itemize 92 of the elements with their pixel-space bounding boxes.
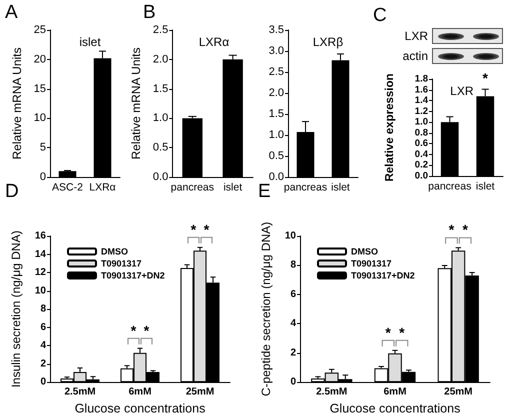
y-tick-label: 16	[34, 230, 46, 242]
x-axis-title: Glucose concentrations	[74, 402, 206, 416]
y-tick-label: 10	[34, 112, 46, 124]
legend-label: T0901317	[351, 258, 392, 268]
y-tick-label: 14	[34, 248, 46, 260]
x-tick-label: pancreas	[284, 182, 328, 194]
y-tick-label: 0	[290, 376, 296, 388]
y-tick-label: 0.5	[152, 142, 168, 154]
x-tick-label: 2.5mM	[316, 386, 348, 398]
x-tick-label: islet	[331, 182, 350, 194]
x-tick-label: islet	[223, 182, 242, 194]
y-tick-label: 1.5	[152, 82, 168, 95]
y-tick-label: 1.8	[414, 74, 428, 84]
y-tick-label: 6	[290, 288, 296, 300]
annotation: *	[448, 222, 455, 238]
legend-label: DMSO	[101, 246, 128, 256]
text: C	[373, 5, 387, 26]
text: D	[5, 181, 19, 202]
y-axis-title: C-peptide secretion (ng/μg DNA)	[259, 222, 273, 396]
y-tick-label: 0	[40, 171, 46, 183]
y-tick-label: 8	[40, 304, 46, 315]
x-tick-label: 6mM	[384, 386, 406, 398]
x-tick-label: islet	[476, 180, 495, 192]
y-tick-label: 10	[34, 285, 46, 296]
y-tick-label: 10	[284, 230, 296, 242]
y-tick-label: 2.0	[152, 53, 168, 66]
annotation: *	[144, 322, 150, 338]
annotation: *	[190, 221, 197, 238]
y-tick-label: 6	[40, 322, 46, 333]
y-axis-title: Relative mRNA Units	[129, 47, 143, 160]
y-tick-label: 0.8	[414, 127, 428, 138]
y-tick-label: 0.0	[414, 170, 428, 182]
annotation: *	[399, 324, 406, 340]
chart-title: islet	[79, 35, 102, 49]
annotation: *	[385, 324, 392, 340]
y-tick-label: 2	[290, 347, 296, 358]
y-tick-label: 1.0	[268, 129, 284, 141]
text: E	[258, 181, 271, 202]
text: A	[5, 2, 18, 23]
y-tick-label: 5	[40, 142, 46, 154]
y-tick-label: 2.5	[268, 66, 284, 78]
x-tick-label: 6mM	[128, 386, 152, 398]
text: actin	[402, 48, 428, 64]
y-tick-label: 1.0	[152, 112, 168, 124]
y-tick-label: 25	[34, 24, 46, 36]
x-tick-label: 25mM	[186, 386, 214, 398]
annotation: *	[204, 221, 210, 238]
x-tick-label: 2.5mM	[64, 386, 96, 398]
x-tick-label: ASC-2	[52, 182, 84, 194]
y-tick-label: 8	[290, 260, 296, 271]
y-tick-label: 4	[290, 318, 296, 330]
annotation: *	[462, 222, 468, 238]
x-tick-label: pancreas	[170, 182, 214, 194]
y-tick-label: 0.0	[268, 171, 284, 183]
chart-title: LXRα	[198, 35, 230, 49]
chart-title: LXRβ	[312, 35, 344, 49]
text: B	[143, 2, 156, 23]
annotation: *	[130, 322, 137, 338]
y-tick-label: 3.0	[268, 45, 284, 57]
y-tick-label: 0	[40, 376, 46, 388]
y-tick-label: 1.5	[268, 108, 284, 120]
x-tick-label: 25mM	[444, 386, 473, 398]
y-tick-label: 0.2	[414, 160, 428, 171]
legend-label: T0901317+DN2	[351, 270, 415, 280]
y-tick-label: 1.6	[414, 84, 428, 96]
y-tick-label: 12	[34, 267, 46, 278]
y-tick-label: 0.6	[414, 138, 428, 150]
y-tick-label: 1.2	[414, 106, 428, 117]
y-tick-label: 2.0	[268, 87, 284, 99]
y-tick-label: 2	[40, 358, 46, 370]
y-tick-label: 15	[34, 82, 46, 95]
y-tick-label: 2.5	[152, 24, 168, 36]
y-axis-title: Relative expression	[384, 73, 396, 182]
y-tick-label: 20	[34, 53, 46, 66]
y-tick-label: 4	[40, 340, 46, 352]
x-axis-title: Glucose concentrations	[330, 402, 460, 416]
y-axis-title: Insulin secretion (ng/μg DNA)	[9, 230, 23, 388]
y-tick-label: 3.5	[268, 24, 284, 36]
y-axis-title: Relative mRNA Units	[10, 47, 24, 160]
y-tick-label: 0.5	[268, 150, 284, 162]
chart-title: LXR	[450, 84, 474, 98]
y-tick-label: 0.0	[152, 171, 168, 183]
y-tick-label: 1.0	[414, 116, 428, 128]
text: LXR	[404, 28, 428, 44]
legend-label: DMSO	[351, 246, 378, 256]
x-tick-label: pancreas	[428, 180, 472, 192]
y-tick-label: 0.4	[414, 148, 429, 160]
legend-label: T0901317+DN2	[101, 270, 165, 280]
annotation: *	[482, 70, 489, 86]
x-tick-label: LXRα	[89, 182, 116, 194]
legend-label: T0901317	[101, 258, 142, 268]
y-tick-label: 1.4	[414, 95, 429, 106]
